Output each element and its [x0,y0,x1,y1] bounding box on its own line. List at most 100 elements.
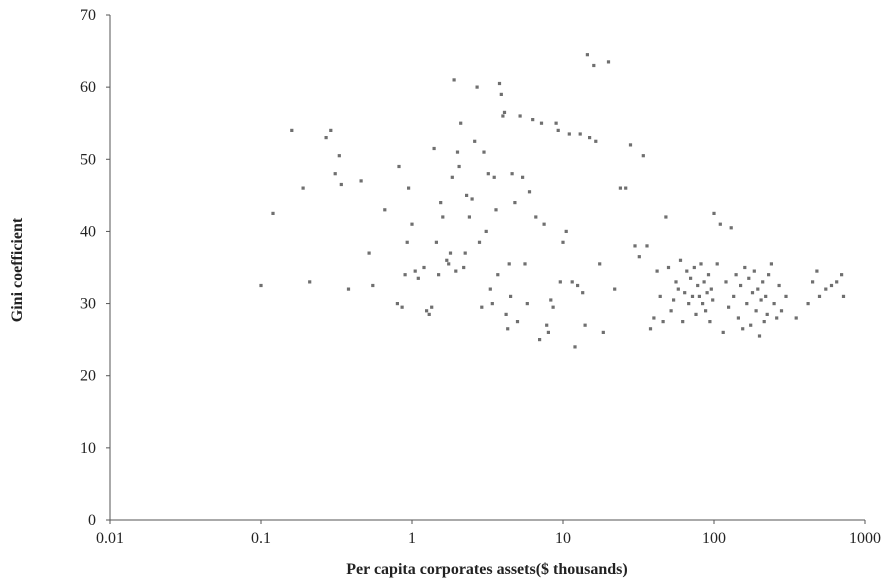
data-point [448,251,453,255]
data-point [534,215,538,219]
data-point [465,193,469,197]
data-point [641,154,645,158]
data-point [542,222,546,226]
data-point [581,291,585,295]
data-point [480,305,484,309]
data-point [506,327,510,331]
data-point [546,330,550,334]
data-point [463,251,467,255]
data-point [749,323,753,327]
data-point [674,280,678,284]
data-point [652,316,656,320]
y-tick-label: 0 [88,512,96,529]
data-point [696,283,700,288]
data-point [499,92,503,96]
data-point [259,283,263,288]
data-point [339,182,343,187]
data-point [473,139,477,143]
data-point [761,280,765,284]
data-point [672,298,676,302]
data-point [683,291,687,295]
data-point [416,276,420,280]
data-point [711,298,715,302]
data-point [504,312,508,316]
data-point [633,244,637,248]
data-point [367,251,371,255]
data-point [811,280,815,284]
data-point [681,320,685,324]
data-point [455,150,460,154]
data-point [721,330,725,334]
data-point [658,294,662,298]
data-point [484,229,488,233]
data-point [523,262,527,266]
data-point [718,222,722,226]
data-point [447,262,451,266]
points-layer [259,53,846,349]
data-point [840,273,844,277]
data-point [405,240,409,244]
data-point [477,240,482,244]
data-point [301,186,305,190]
y-tick-label: 40 [80,223,96,240]
x-tick-label: 0.01 [96,530,124,547]
data-point [437,273,441,277]
data-point [676,287,680,291]
y-tick-label: 70 [80,7,96,24]
data-point [618,186,622,190]
data-point [829,283,834,288]
data-point [727,305,731,309]
data-point [706,273,711,277]
tick-labels: 0 10 20 30 40 50 60 70 0.01 0.1 1 10 100 1000 [80,7,881,547]
x-tick-label: 100 [702,530,726,547]
data-point [777,283,781,288]
data-point [756,287,760,291]
data-point [708,320,712,324]
data-point [794,316,798,320]
data-point [507,262,511,266]
data-point [759,298,763,302]
data-point [462,265,466,270]
data-point [452,78,456,82]
data-point [628,143,633,147]
data-point [475,85,479,89]
y-tick-label: 50 [80,151,96,168]
data-point [754,309,758,313]
data-point [407,186,411,190]
data-point [705,291,709,295]
data-point [271,211,275,215]
data-point [413,269,417,273]
data-point [715,262,719,266]
data-point [732,294,736,298]
data-point [743,265,747,270]
data-point [585,53,589,57]
data-point [497,81,502,86]
data-point [772,302,776,306]
data-point [346,287,351,291]
data-point [583,323,587,327]
data-point [664,215,668,219]
data-point [395,302,399,306]
data-point [518,114,522,118]
data-point [841,294,846,298]
data-point [494,208,498,212]
data-point [724,280,728,284]
data-point [592,63,596,68]
data-point [570,280,574,284]
data-point [697,294,701,298]
data-point [457,164,461,169]
data-point [645,244,649,248]
x-tick-label: 1000 [849,530,881,547]
data-point [425,309,429,313]
data-point [432,146,436,151]
data-point [454,269,458,273]
data-point [459,121,463,125]
data-point [661,320,665,324]
data-point [470,197,474,201]
data-point [422,265,426,270]
data-point [824,287,828,291]
data-point [486,172,490,176]
x-axis-label: Per capita corporates assets($ thousands… [346,561,627,578]
data-point [525,302,529,306]
